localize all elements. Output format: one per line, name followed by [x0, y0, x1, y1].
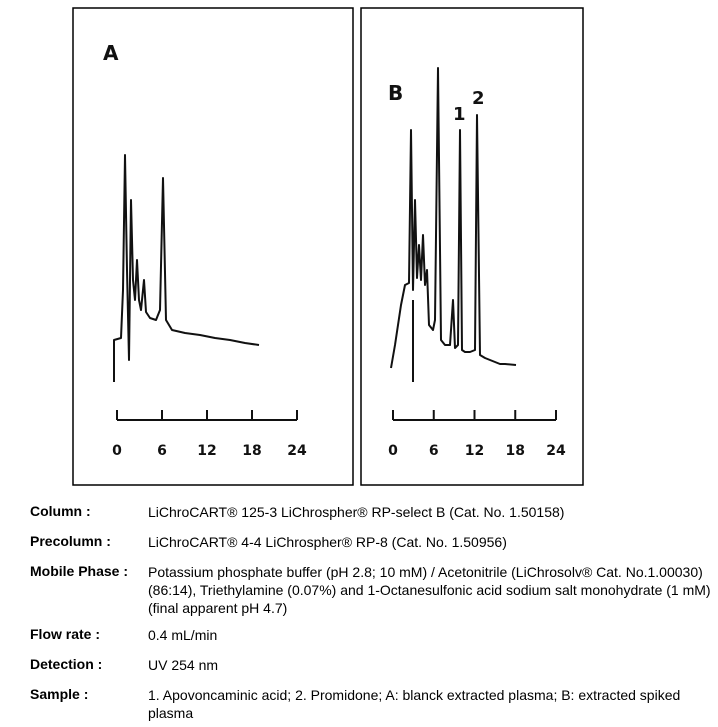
panel-frame [360, 7, 584, 486]
row-value: Potassium phosphate buffer (pH 2.8; 10 m… [148, 564, 711, 616]
panel-label: A [103, 41, 119, 65]
chromatogram-trace [390, 67, 517, 369]
row-label: Detection : [30, 656, 103, 672]
row-value: UV 254 nm [148, 657, 219, 673]
tick-label: 24 [287, 443, 307, 459]
row-label: Mobile Phase : [30, 563, 129, 579]
panel-frame [72, 7, 354, 486]
tick-label: 6 [429, 443, 439, 459]
row-value: 0.4 mL/min [148, 627, 218, 643]
tick-label: 12 [465, 443, 484, 459]
tick-label: 6 [157, 443, 167, 459]
figure: A B 1 2 0 6 12 18 24 0 6 12 18 24 [72, 7, 584, 486]
row-label: Precolumn : [30, 533, 111, 549]
row-label: Column : [30, 503, 91, 519]
tick-label: 18 [506, 443, 525, 459]
panel-label: B [388, 81, 403, 105]
tick-label: 0 [112, 443, 122, 459]
tick-label: 18 [242, 443, 261, 459]
tick-label: 12 [197, 443, 216, 459]
tick-label: 0 [388, 443, 398, 459]
peak-label: 2 [472, 88, 485, 109]
tick-label: 24 [546, 443, 566, 459]
peak-label: 1 [453, 104, 466, 125]
chromatogram-trace [113, 154, 260, 382]
row-label: Flow rate : [30, 626, 101, 642]
row-value: 1. Apovoncaminic acid; 2. Promidone; A: … [148, 687, 681, 721]
row-value: LiChroCART® 125-3 LiChrospher® RP-select… [148, 504, 565, 520]
row-label: Sample : [30, 686, 89, 702]
row-value: LiChroCART® 4-4 LiChrospher® RP-8 (Cat. … [148, 534, 507, 550]
